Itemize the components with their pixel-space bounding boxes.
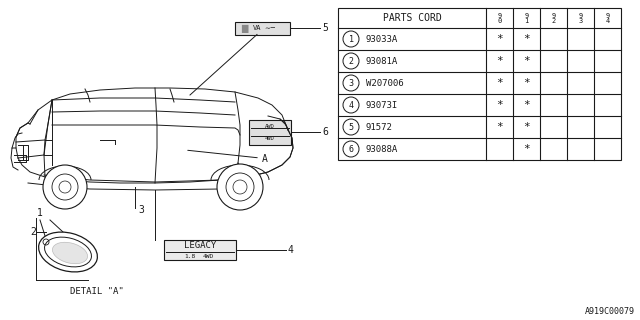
- Text: *: *: [523, 144, 530, 154]
- Text: 93088A: 93088A: [366, 145, 398, 154]
- Circle shape: [217, 164, 263, 210]
- Text: *: *: [523, 78, 530, 88]
- Text: 1: 1: [349, 35, 353, 44]
- Text: 3: 3: [138, 205, 144, 215]
- Bar: [164, 240, 236, 260]
- Text: 9
1: 9 1: [524, 12, 529, 23]
- Text: PARTS CORD: PARTS CORD: [383, 13, 442, 23]
- Text: A: A: [262, 154, 268, 164]
- Text: 5: 5: [322, 23, 328, 33]
- Text: 4: 4: [349, 100, 353, 109]
- Text: 91572: 91572: [366, 123, 393, 132]
- Text: 9
4: 9 4: [605, 12, 610, 23]
- Text: 2: 2: [349, 57, 353, 66]
- Text: 93033A: 93033A: [366, 35, 398, 44]
- Text: 2: 2: [30, 227, 36, 237]
- Text: 6: 6: [322, 127, 328, 137]
- Text: DETAIL "A": DETAIL "A": [70, 287, 124, 296]
- Text: 93073I: 93073I: [366, 100, 398, 109]
- Bar: [338, 8, 621, 160]
- Text: 93081A: 93081A: [366, 57, 398, 66]
- Ellipse shape: [38, 232, 97, 272]
- Text: 9
0: 9 0: [497, 12, 502, 23]
- Text: ∼−: ∼−: [264, 25, 276, 31]
- Text: 1.8: 1.8: [184, 254, 196, 260]
- Text: *: *: [523, 56, 530, 66]
- Text: 4: 4: [288, 245, 294, 255]
- Bar: [234, 21, 289, 35]
- Circle shape: [43, 165, 87, 209]
- Text: 9
2: 9 2: [552, 12, 556, 23]
- Text: W207006: W207006: [366, 78, 404, 87]
- Text: *: *: [523, 34, 530, 44]
- Text: *: *: [496, 100, 503, 110]
- Text: *: *: [496, 78, 503, 88]
- Text: 6: 6: [349, 145, 353, 154]
- Text: 4WD: 4WD: [265, 135, 275, 140]
- Text: LEGACY: LEGACY: [184, 242, 216, 251]
- Ellipse shape: [52, 242, 88, 264]
- Text: *: *: [523, 122, 530, 132]
- Text: *: *: [496, 122, 503, 132]
- Bar: [249, 119, 291, 145]
- Text: 4WD: 4WD: [202, 254, 214, 260]
- Text: 1: 1: [37, 208, 43, 218]
- Text: █: █: [241, 23, 247, 33]
- Text: AWD: AWD: [265, 124, 275, 129]
- Text: A919C00079: A919C00079: [585, 307, 635, 316]
- Text: 5: 5: [349, 123, 353, 132]
- Text: *: *: [523, 100, 530, 110]
- Text: *: *: [496, 34, 503, 44]
- Text: 9
3: 9 3: [579, 12, 582, 23]
- Text: 3: 3: [349, 78, 353, 87]
- Text: VA: VA: [253, 25, 261, 31]
- Text: *: *: [496, 56, 503, 66]
